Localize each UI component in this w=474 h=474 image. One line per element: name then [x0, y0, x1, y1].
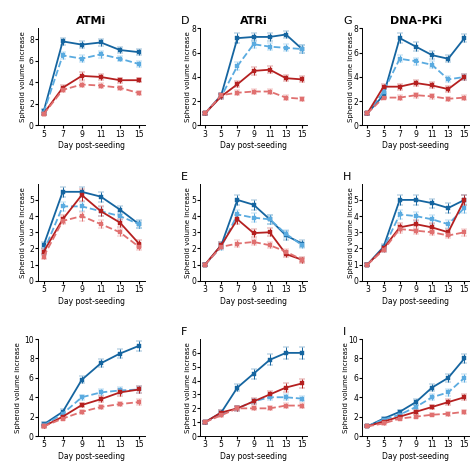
Y-axis label: Spheroid volume increase: Spheroid volume increase	[185, 342, 191, 433]
X-axis label: Day post-seeding: Day post-seeding	[58, 141, 125, 150]
X-axis label: Day post-seeding: Day post-seeding	[383, 141, 449, 150]
Text: D: D	[181, 17, 190, 27]
X-axis label: Day post-seeding: Day post-seeding	[383, 297, 449, 306]
Text: H: H	[343, 172, 352, 182]
Y-axis label: Spheroid volume increase: Spheroid volume increase	[347, 187, 354, 278]
Y-axis label: Spheroid volume increase: Spheroid volume increase	[20, 187, 26, 278]
Text: I: I	[343, 327, 346, 337]
Title: DNA-PKi: DNA-PKi	[390, 16, 442, 26]
X-axis label: Day post-seeding: Day post-seeding	[58, 297, 125, 306]
X-axis label: Day post-seeding: Day post-seeding	[383, 452, 449, 461]
X-axis label: Day post-seeding: Day post-seeding	[220, 452, 287, 461]
X-axis label: Day post-seeding: Day post-seeding	[220, 297, 287, 306]
Text: G: G	[343, 17, 352, 27]
Text: F: F	[181, 327, 187, 337]
X-axis label: Day post-seeding: Day post-seeding	[220, 141, 287, 150]
Y-axis label: Spheroid volume increase: Spheroid volume increase	[185, 32, 191, 122]
X-axis label: Day post-seeding: Day post-seeding	[58, 452, 125, 461]
Y-axis label: Spheroid volume increase: Spheroid volume increase	[185, 187, 191, 278]
Text: E: E	[181, 172, 188, 182]
Y-axis label: Spheroid volume increase: Spheroid volume increase	[343, 342, 349, 433]
Y-axis label: Spheroid volume increase: Spheroid volume increase	[347, 32, 354, 122]
Y-axis label: Spheroid volume increase: Spheroid volume increase	[20, 32, 26, 122]
Y-axis label: Spheroid volume increase: Spheroid volume increase	[15, 342, 21, 433]
Title: ATRi: ATRi	[240, 16, 267, 26]
Title: ATMi: ATMi	[76, 16, 107, 26]
